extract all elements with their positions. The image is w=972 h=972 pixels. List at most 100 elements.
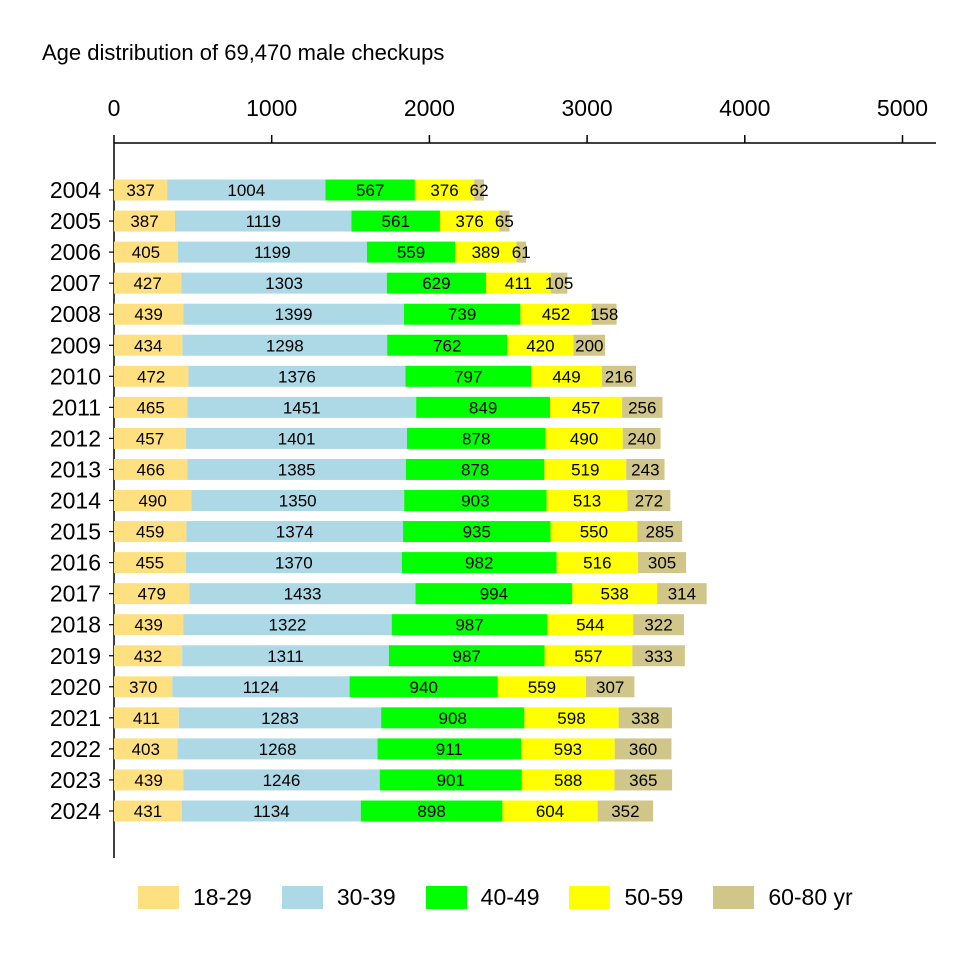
data-label: 987 xyxy=(453,647,481,666)
data-label: 427 xyxy=(133,274,161,293)
data-label: 432 xyxy=(134,647,162,666)
bar-segment xyxy=(556,552,639,574)
legend: 18-29 30-39 40-49 50-59 60-80 yr xyxy=(138,884,883,911)
bar-segment xyxy=(114,552,186,574)
bar-segment xyxy=(177,738,378,760)
y-tick-label: 2007 xyxy=(50,270,101,296)
bar-segment xyxy=(178,707,382,729)
legend-item: 30-39 xyxy=(281,884,396,911)
legend-label: 50-59 xyxy=(624,884,684,910)
bar-segment xyxy=(114,738,178,760)
data-label: 739 xyxy=(448,305,476,324)
data-label: 1124 xyxy=(243,678,280,697)
bar-segment xyxy=(185,552,402,574)
data-label: 598 xyxy=(557,709,585,728)
y-tick-label: 2014 xyxy=(50,488,101,514)
data-label: 1433 xyxy=(284,585,322,604)
legend-label: 40-49 xyxy=(480,884,540,910)
data-label: 1283 xyxy=(261,709,299,728)
bar-segment xyxy=(546,490,628,511)
y-tick-label: 2013 xyxy=(50,456,101,482)
data-label: 305 xyxy=(648,554,676,573)
bar-segment xyxy=(550,272,568,294)
bar-segment xyxy=(391,614,548,636)
bar-segment xyxy=(502,800,598,822)
data-label: 797 xyxy=(454,367,482,386)
data-label: 1119 xyxy=(246,212,281,231)
bar-segment xyxy=(114,396,188,418)
bar-segment xyxy=(325,179,415,201)
data-label: 1350 xyxy=(279,492,317,511)
bar-segment xyxy=(622,396,663,418)
legend-swatch xyxy=(138,886,179,909)
data-label: 314 xyxy=(668,585,696,604)
bar-segment xyxy=(524,707,619,729)
bar-segment xyxy=(379,769,522,791)
bar-segment xyxy=(114,583,190,605)
bar-segment xyxy=(114,800,182,822)
legend-label: 30-39 xyxy=(336,884,396,910)
data-label: 240 xyxy=(627,429,655,448)
bar-segment xyxy=(377,738,522,760)
data-label: 1385 xyxy=(278,460,316,479)
data-label: 878 xyxy=(462,429,490,448)
legend-item: 60-80 yr xyxy=(713,884,853,911)
bar-segment xyxy=(403,303,521,325)
y-tick-label: 2020 xyxy=(50,674,101,700)
data-label: 519 xyxy=(571,460,599,479)
data-label: 1298 xyxy=(266,336,304,355)
data-label: 762 xyxy=(433,336,461,355)
data-label: 452 xyxy=(542,305,570,324)
data-label: 158 xyxy=(590,305,618,324)
data-label: 629 xyxy=(422,274,450,293)
data-label: 1399 xyxy=(275,305,313,324)
bar-segment xyxy=(387,334,508,356)
bar-segment xyxy=(183,614,392,636)
data-label: 370 xyxy=(129,678,157,697)
y-tick-label: 2023 xyxy=(50,767,101,793)
bar-segment xyxy=(172,676,350,698)
data-label: 365 xyxy=(629,771,657,790)
data-label: 1401 xyxy=(278,429,316,448)
data-label: 338 xyxy=(631,709,659,728)
bar-segment xyxy=(632,645,685,667)
bar-segment xyxy=(550,521,638,543)
data-label: 333 xyxy=(644,647,672,666)
y-tick-label: 2010 xyxy=(50,363,101,389)
x-tick-label: 2000 xyxy=(404,95,455,121)
bar-segment xyxy=(638,552,687,574)
data-label: 65 xyxy=(495,212,514,231)
data-label: 567 xyxy=(356,181,384,200)
bar-segment xyxy=(626,458,665,480)
bar-segment xyxy=(114,676,173,698)
bar-segment xyxy=(114,427,187,449)
y-tick-label: 2024 xyxy=(50,798,101,824)
bar-segment xyxy=(181,272,387,294)
bar-segment xyxy=(439,210,500,232)
bar-segment xyxy=(114,303,184,325)
bar-segment xyxy=(474,179,484,201)
data-label: 455 xyxy=(136,554,164,573)
data-label: 561 xyxy=(382,212,410,231)
bar-segment xyxy=(182,334,388,356)
data-label: 431 xyxy=(134,802,162,821)
bar-segment xyxy=(183,769,380,791)
data-label: 1311 xyxy=(267,647,304,666)
legend-swatch xyxy=(425,886,467,909)
data-label: 987 xyxy=(455,616,483,635)
bar-segment xyxy=(614,769,673,791)
data-label: 62 xyxy=(470,181,489,200)
y-tick-label: 2016 xyxy=(50,550,101,576)
bar-segment xyxy=(177,241,367,263)
data-label: 516 xyxy=(583,554,611,573)
bar-segment xyxy=(455,241,517,263)
bar-segment xyxy=(114,614,184,636)
x-tick-label: 4000 xyxy=(719,95,770,121)
bar-segment xyxy=(114,210,176,232)
bar-segment xyxy=(601,365,636,387)
bar-segment xyxy=(186,427,408,449)
data-label: 1134 xyxy=(253,802,290,821)
bar-segment xyxy=(189,583,416,605)
bar-segment xyxy=(585,676,635,698)
data-label: 1322 xyxy=(269,616,307,635)
